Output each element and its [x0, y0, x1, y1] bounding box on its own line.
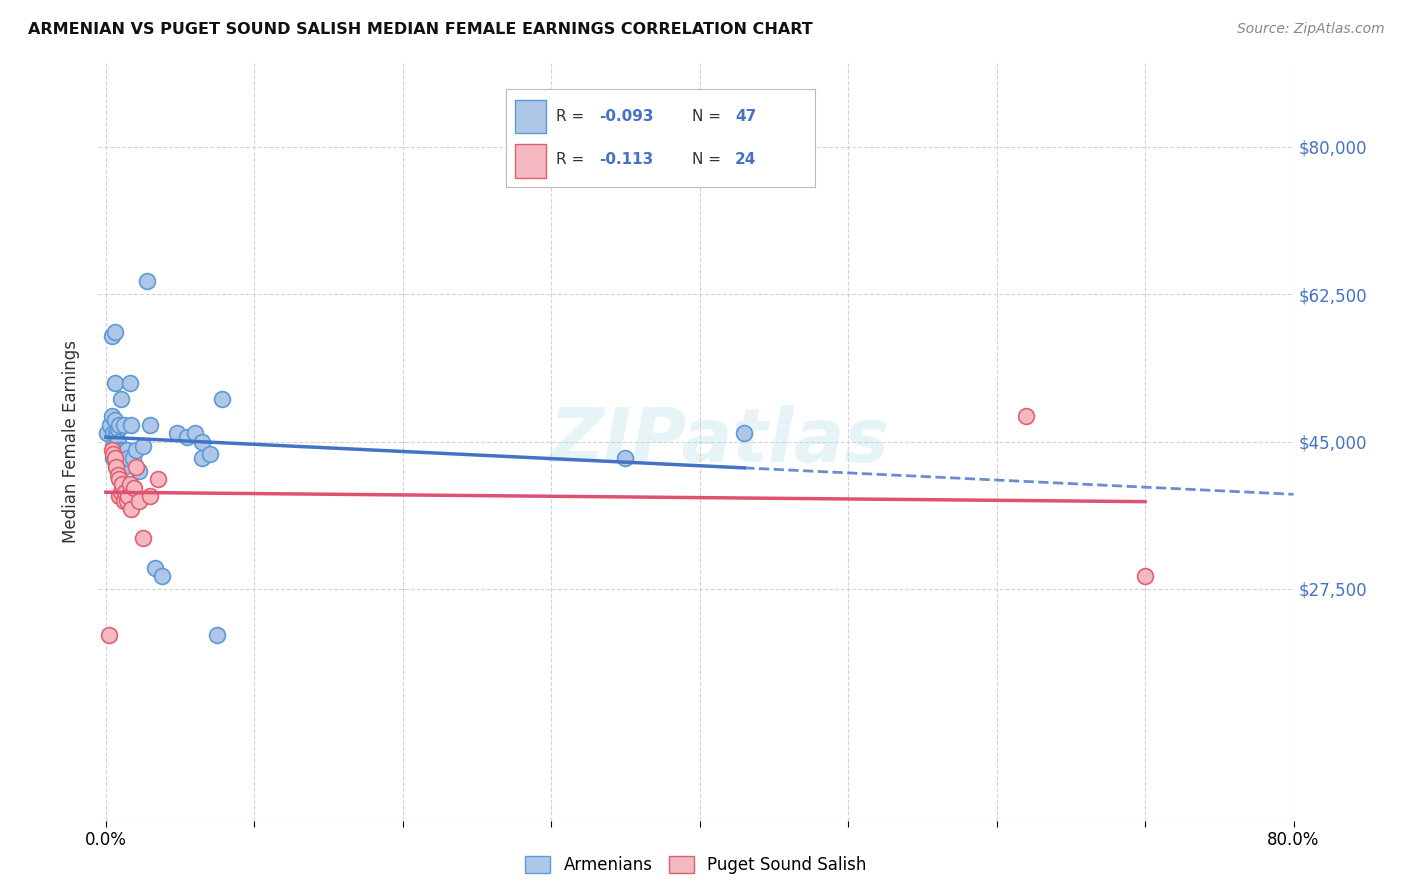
Armenians [112, 417, 135, 432]
Bar [516, 100, 547, 133]
Armenians [105, 451, 128, 466]
Armenians [115, 442, 138, 457]
Armenians [96, 426, 118, 441]
Puget Sound Salish [128, 493, 150, 508]
Armenians [107, 442, 129, 457]
Armenians [105, 439, 128, 453]
Bar [516, 145, 547, 178]
Armenians [103, 439, 125, 453]
Text: 24: 24 [735, 153, 756, 168]
Armenians [108, 417, 131, 432]
Armenians [105, 426, 128, 441]
Puget Sound Salish [110, 485, 132, 500]
Armenians [107, 422, 129, 436]
Text: Source: ZipAtlas.com: Source: ZipAtlas.com [1237, 22, 1385, 37]
Armenians [104, 413, 127, 427]
Armenians [205, 628, 228, 642]
Text: ZIPatlas: ZIPatlas [550, 405, 890, 478]
Armenians [143, 561, 166, 575]
Armenians [176, 430, 198, 444]
Puget Sound Salish [105, 459, 128, 474]
Puget Sound Salish [108, 489, 131, 503]
Text: N =: N = [692, 153, 725, 168]
Puget Sound Salish [132, 532, 155, 546]
Armenians [112, 459, 135, 474]
Puget Sound Salish [114, 485, 136, 500]
Armenians [104, 325, 127, 339]
Armenians [136, 275, 159, 289]
Armenians [114, 442, 136, 457]
Armenians [108, 447, 131, 461]
Armenians [117, 451, 139, 466]
Puget Sound Salish [97, 628, 120, 642]
Armenians [101, 409, 124, 424]
Armenians [111, 442, 134, 457]
Armenians [128, 464, 150, 478]
Puget Sound Salish [115, 493, 138, 508]
Text: -0.113: -0.113 [599, 153, 654, 168]
Text: R =: R = [555, 109, 589, 124]
Armenians [118, 376, 141, 390]
Armenians [110, 442, 132, 457]
Text: R =: R = [555, 153, 593, 168]
Armenians [98, 417, 121, 432]
Text: -0.093: -0.093 [599, 109, 654, 124]
Puget Sound Salish [101, 442, 124, 457]
Armenians [105, 430, 128, 444]
Armenians [191, 451, 214, 466]
Armenians [103, 451, 125, 466]
Puget Sound Salish [118, 476, 141, 491]
Legend: Armenians, Puget Sound Salish: Armenians, Puget Sound Salish [519, 849, 873, 880]
Puget Sound Salish [139, 489, 162, 503]
Armenians [614, 451, 637, 466]
Puget Sound Salish [107, 468, 129, 483]
Armenians [139, 417, 162, 432]
Armenians [150, 569, 173, 583]
Armenians [198, 447, 221, 461]
Puget Sound Salish [1133, 569, 1156, 583]
Armenians [166, 426, 188, 441]
Armenians [211, 392, 233, 407]
Puget Sound Salish [146, 473, 169, 487]
Armenians [110, 392, 132, 407]
Armenians [103, 426, 125, 441]
Puget Sound Salish [112, 493, 135, 508]
Puget Sound Salish [117, 489, 139, 503]
Puget Sound Salish [111, 476, 134, 491]
Puget Sound Salish [1015, 409, 1038, 424]
Text: N =: N = [692, 109, 725, 124]
Armenians [132, 439, 155, 453]
Armenians [121, 451, 143, 466]
Armenians [184, 426, 207, 441]
Armenians [107, 434, 129, 449]
Armenians [104, 376, 127, 390]
Puget Sound Salish [108, 473, 131, 487]
Puget Sound Salish [122, 481, 145, 495]
Text: ARMENIAN VS PUGET SOUND SALISH MEDIAN FEMALE EARNINGS CORRELATION CHART: ARMENIAN VS PUGET SOUND SALISH MEDIAN FE… [28, 22, 813, 37]
Puget Sound Salish [103, 447, 125, 461]
Armenians [733, 426, 755, 441]
Puget Sound Salish [124, 459, 146, 474]
Armenians [120, 417, 142, 432]
Armenians [124, 442, 146, 457]
Armenians [101, 329, 124, 343]
Text: 47: 47 [735, 109, 756, 124]
Armenians [191, 434, 214, 449]
Puget Sound Salish [104, 451, 127, 466]
Puget Sound Salish [120, 502, 142, 516]
Y-axis label: Median Female Earnings: Median Female Earnings [62, 340, 80, 543]
